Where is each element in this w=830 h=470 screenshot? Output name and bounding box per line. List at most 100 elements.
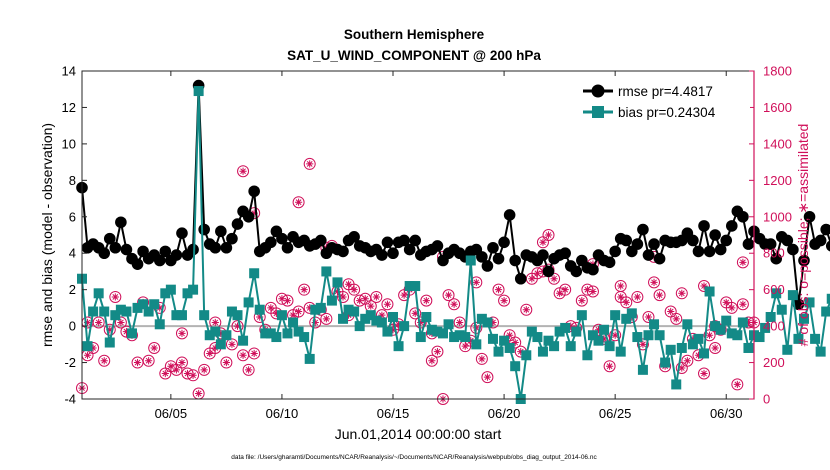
x-tick-label: 06/25: [599, 406, 632, 421]
bias-point: [399, 321, 409, 331]
rmse-point: [609, 246, 621, 258]
obs-assimilated-point: [684, 357, 691, 364]
obs-assimilated-point: [373, 293, 380, 300]
obs-assimilated-point: [495, 286, 502, 293]
x-tick-label: 06/05: [155, 406, 188, 421]
bias-point: [505, 343, 515, 353]
bias-point: [349, 307, 359, 317]
legend-rmse-label: rmse pr=4.4817: [618, 84, 713, 99]
y2-tick-label: 1800: [763, 64, 792, 79]
obs-assimilated-point: [195, 390, 202, 397]
obs-assimilated-point: [251, 350, 258, 357]
rmse-point: [409, 235, 421, 247]
obs-assimilated-point: [362, 295, 369, 302]
y2-tick-label: 1000: [763, 209, 792, 224]
footnote: data file: /Users/gharamti/Documents/NCA…: [231, 454, 597, 461]
rmse-point: [559, 247, 571, 259]
y-tick-label: 14: [62, 64, 76, 79]
bias-point: [538, 347, 548, 357]
bias-point: [299, 332, 309, 342]
rmse-point: [604, 257, 616, 269]
obs-assimilated-point: [634, 293, 641, 300]
bias-point: [782, 345, 792, 355]
rmse-point: [587, 264, 599, 276]
bias-point: [194, 86, 204, 96]
legend-bias-label: bias pr=0.24304: [618, 105, 716, 120]
obs-assimilated-point: [295, 308, 302, 315]
bias-point: [410, 281, 420, 291]
obs-assimilated-point: [523, 306, 530, 313]
bias-point: [416, 332, 426, 342]
bias-point: [421, 312, 431, 322]
bias-point: [444, 319, 454, 329]
obs-assimilated-point: [95, 319, 102, 326]
rmse-point: [743, 238, 755, 250]
obs-assimilated-point: [462, 343, 469, 350]
y2-tick-label: 800: [763, 246, 785, 261]
obs-assimilated-point: [678, 290, 685, 297]
bias-point: [566, 341, 576, 351]
bias-point: [616, 347, 626, 357]
rmse-point: [543, 266, 555, 278]
rmse-point: [643, 249, 655, 261]
rmse-point: [432, 240, 444, 252]
rmse-point: [232, 218, 244, 230]
rmse-point: [654, 253, 666, 265]
obs-assimilated-point: [167, 363, 174, 370]
obs-assimilated-point: [384, 301, 391, 308]
rmse-point: [537, 249, 549, 261]
bias-point: [693, 334, 703, 344]
obs-assimilated-point: [112, 293, 119, 300]
bias-point: [482, 317, 492, 327]
obs-assimilated-point: [101, 357, 108, 364]
obs-assimilated-point: [151, 344, 158, 351]
obs-assimilated-point: [478, 355, 485, 362]
bias-point: [777, 305, 787, 315]
obs-assimilated-point: [267, 304, 274, 311]
rmse-point: [498, 236, 510, 248]
rmse-point: [98, 247, 110, 259]
bias-point: [271, 332, 281, 342]
x-tick-label: 06/30: [710, 406, 743, 421]
bias-point: [105, 338, 115, 348]
obs-assimilated-point: [367, 302, 374, 309]
bias-point: [571, 327, 581, 337]
obs-assimilated-point: [484, 374, 491, 381]
rmse-point: [171, 249, 183, 261]
rmse-point: [487, 242, 499, 254]
y-tick-label: 4: [69, 246, 76, 261]
rmse-point: [632, 238, 644, 250]
bias-point: [238, 336, 248, 346]
y-tick-label: 12: [62, 100, 76, 115]
obs-assimilated-point: [178, 330, 185, 337]
chart-subtitle: SAT_U_WIND_COMPONENT @ 200 hPa: [287, 48, 541, 63]
bias-point: [593, 336, 603, 346]
bias-point: [488, 334, 498, 344]
bias-point: [732, 330, 742, 340]
bias-point: [382, 327, 392, 337]
rmse-point: [110, 242, 122, 254]
bias-point: [321, 266, 331, 276]
rmse-point: [504, 209, 516, 221]
bias-point: [388, 312, 398, 322]
rmse-point: [637, 224, 649, 236]
obs-assimilated-point: [223, 359, 230, 366]
bias-point: [582, 350, 592, 360]
obs-assimilated-point: [545, 231, 552, 238]
bias-point: [660, 358, 670, 368]
bias-point: [210, 327, 220, 337]
y2-tick-label: 1400: [763, 136, 792, 151]
bias-point: [627, 308, 637, 318]
obs-assimilated-point: [423, 297, 430, 304]
bias-point: [327, 296, 337, 306]
bias-point: [560, 323, 570, 333]
bias-point: [471, 339, 481, 349]
y2-tick-label: 400: [763, 319, 785, 334]
rmse-point: [209, 242, 221, 254]
rmse-point: [737, 211, 749, 223]
bias-point: [255, 305, 265, 315]
obs-assimilated-point: [401, 292, 408, 299]
bias-point: [460, 332, 470, 342]
bias-point: [99, 307, 109, 317]
bias-point: [532, 332, 542, 342]
